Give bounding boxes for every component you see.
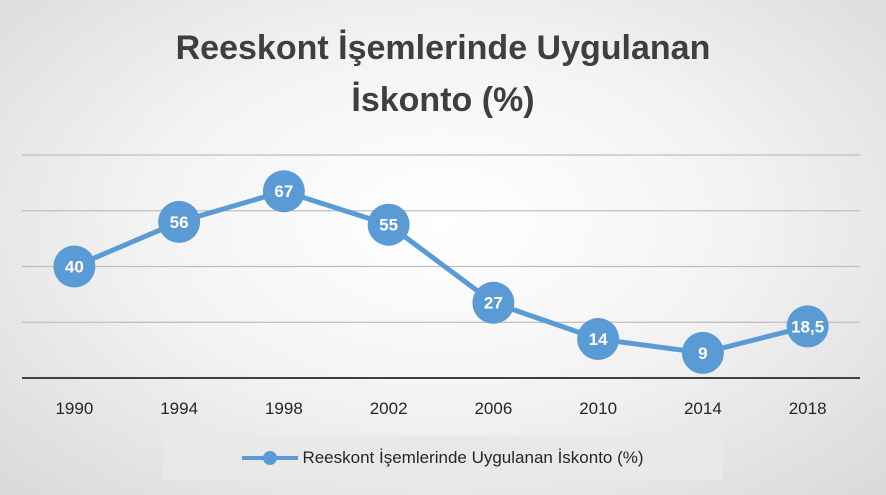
x-tick-label: 1994 <box>160 399 198 418</box>
data-label: 67 <box>274 182 293 201</box>
x-tick-label: 2002 <box>370 399 408 418</box>
data-label: 56 <box>170 213 189 232</box>
data-label: 55 <box>379 216 398 235</box>
x-tick-label: 2010 <box>579 399 617 418</box>
legend-swatch <box>242 451 299 465</box>
data-label: 14 <box>589 330 608 349</box>
chart-title-line-1: Reeskont İşemlerinde Uygulanan <box>175 29 711 67</box>
x-tick-label: 2014 <box>684 399 722 418</box>
x-tick-label: 2018 <box>789 399 827 418</box>
x-tick-label: 1998 <box>265 399 303 418</box>
x-tick-label: 1990 <box>55 399 93 418</box>
data-label: 18,5 <box>791 317 824 336</box>
data-label: 9 <box>698 344 707 363</box>
legend: Reeskont İşemlerinde Uygulanan İskonto (… <box>163 436 723 480</box>
data-point <box>53 245 96 288</box>
data-label: 40 <box>65 258 84 277</box>
data-point <box>577 317 620 360</box>
x-axis-ticks: 1990 1994 1998 2002 2006 2010 2014 2018 <box>55 399 826 418</box>
legend-label: Reeskont İşemlerinde Uygulanan İskonto (… <box>302 448 644 467</box>
data-label: 27 <box>484 294 503 313</box>
series-points: 40 56 67 55 27 14 9 18,5 <box>53 170 829 374</box>
data-point <box>472 281 515 324</box>
data-point <box>786 305 829 348</box>
data-point <box>262 170 305 213</box>
data-point <box>367 203 410 246</box>
x-tick-label: 2006 <box>474 399 512 418</box>
data-point <box>681 331 724 374</box>
chart-title-line-2: İskonto (%) <box>351 81 535 119</box>
data-point <box>158 200 201 243</box>
chart-title: Reeskont İşemlerinde Uygulanan İskonto (… <box>0 22 886 126</box>
